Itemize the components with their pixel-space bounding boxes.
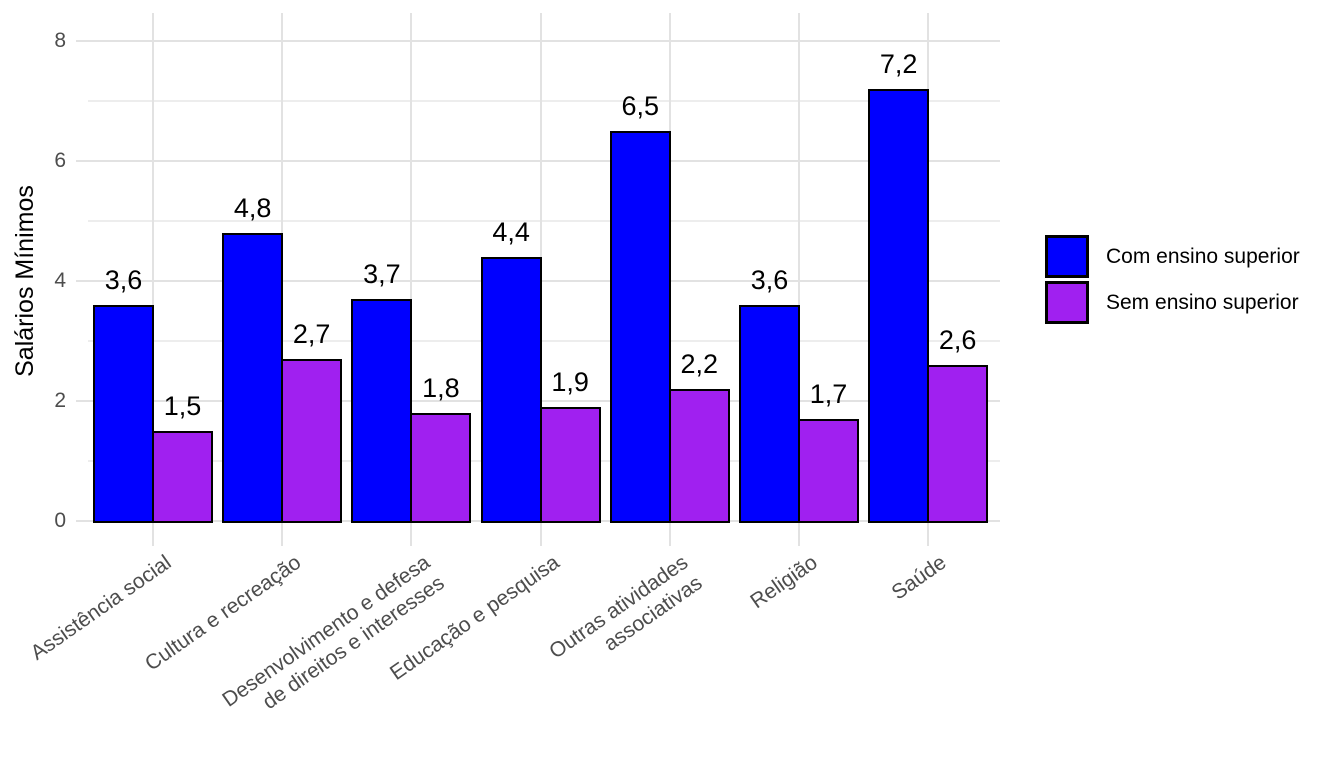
y-axis-tick: [76, 160, 88, 162]
bar-com-ensino-superior: [222, 233, 284, 523]
x-axis-tick: [281, 523, 284, 546]
bar-sem-ensino-superior: [927, 365, 989, 523]
gridline-vertical: [410, 13, 413, 521]
bar-sem-ensino-superior: [798, 419, 859, 523]
bar-com-ensino-superior: [351, 299, 413, 523]
bar-com-ensino-superior: [739, 305, 800, 523]
bar-value-label: 4,4: [492, 217, 530, 247]
bar-value-label: 7,2: [879, 49, 918, 79]
bar-value-label: 3,6: [750, 265, 789, 295]
x-axis-tick: [798, 523, 800, 546]
x-tick-label: Saúde: [888, 550, 951, 605]
y-tick-label: 8: [54, 29, 66, 52]
bar-com-ensino-superior: [868, 89, 930, 523]
gridline-horizontal-major: [88, 160, 1000, 162]
bar-value-label: 1,9: [551, 367, 589, 397]
x-axis-tick: [539, 523, 542, 546]
gridline-vertical: [798, 13, 800, 521]
bar-sem-ensino-superior: [410, 413, 472, 523]
bar-value-label: 2,2: [680, 349, 719, 379]
x-axis-tick: [927, 523, 930, 546]
bar-value-label: 1,8: [422, 373, 460, 403]
bar-value-label: 2,7: [292, 319, 331, 349]
y-tick-label: 6: [54, 149, 66, 172]
x-tick-label: Outras atividades associativas: [545, 550, 707, 664]
gridline-vertical: [152, 13, 154, 521]
bar-value-label: 3,7: [363, 259, 401, 289]
bar-value-label: 3,6: [104, 265, 143, 295]
gridline-horizontal-major: [88, 40, 1000, 42]
legend-swatch: [1045, 281, 1089, 324]
bar-com-ensino-superior: [480, 257, 542, 523]
bar-com-ensino-superior: [609, 131, 671, 523]
x-axis-tick: [152, 523, 154, 546]
bar-sem-ensino-superior: [281, 359, 343, 523]
bar-sem-ensino-superior: [539, 407, 601, 523]
x-tick-label: Religião: [746, 550, 822, 614]
bar-value-label: 6,5: [621, 91, 660, 121]
legend-row: Com ensino superior: [1045, 235, 1300, 278]
gridline-horizontal-major: [88, 280, 1000, 282]
y-tick-label: 4: [54, 269, 66, 292]
legend-label: Sem ensino superior: [1106, 290, 1299, 314]
gridline-horizontal-minor: [88, 100, 1000, 102]
bar-value-label: 4,8: [233, 193, 272, 223]
bar-value-label: 1,7: [809, 379, 848, 409]
y-tick-label: 0: [54, 509, 66, 532]
legend-label: Com ensino superior: [1106, 244, 1300, 268]
gridline-horizontal-minor: [88, 340, 1000, 342]
bar-com-ensino-superior: [93, 305, 154, 523]
bar-sem-ensino-superior: [152, 431, 213, 523]
y-axis-tick: [76, 400, 88, 402]
y-axis-tick: [76, 40, 88, 42]
bar-sem-ensino-superior: [668, 389, 730, 523]
bar-value-label: 1,5: [163, 391, 202, 421]
x-axis-tick: [410, 523, 413, 546]
legend-row: Sem ensino superior: [1045, 281, 1300, 324]
legend-swatch: [1045, 235, 1089, 278]
legend: Com ensino superior Sem ensino superior: [1045, 235, 1300, 327]
x-axis-tick: [668, 523, 671, 546]
y-axis-tick: [76, 520, 88, 522]
y-axis-tick: [76, 280, 88, 282]
gridline-horizontal-minor: [88, 220, 1000, 222]
gridline-horizontal-major: [88, 400, 1000, 402]
y-tick-label: 2: [54, 389, 66, 412]
bar-value-label: 2,6: [938, 325, 977, 355]
